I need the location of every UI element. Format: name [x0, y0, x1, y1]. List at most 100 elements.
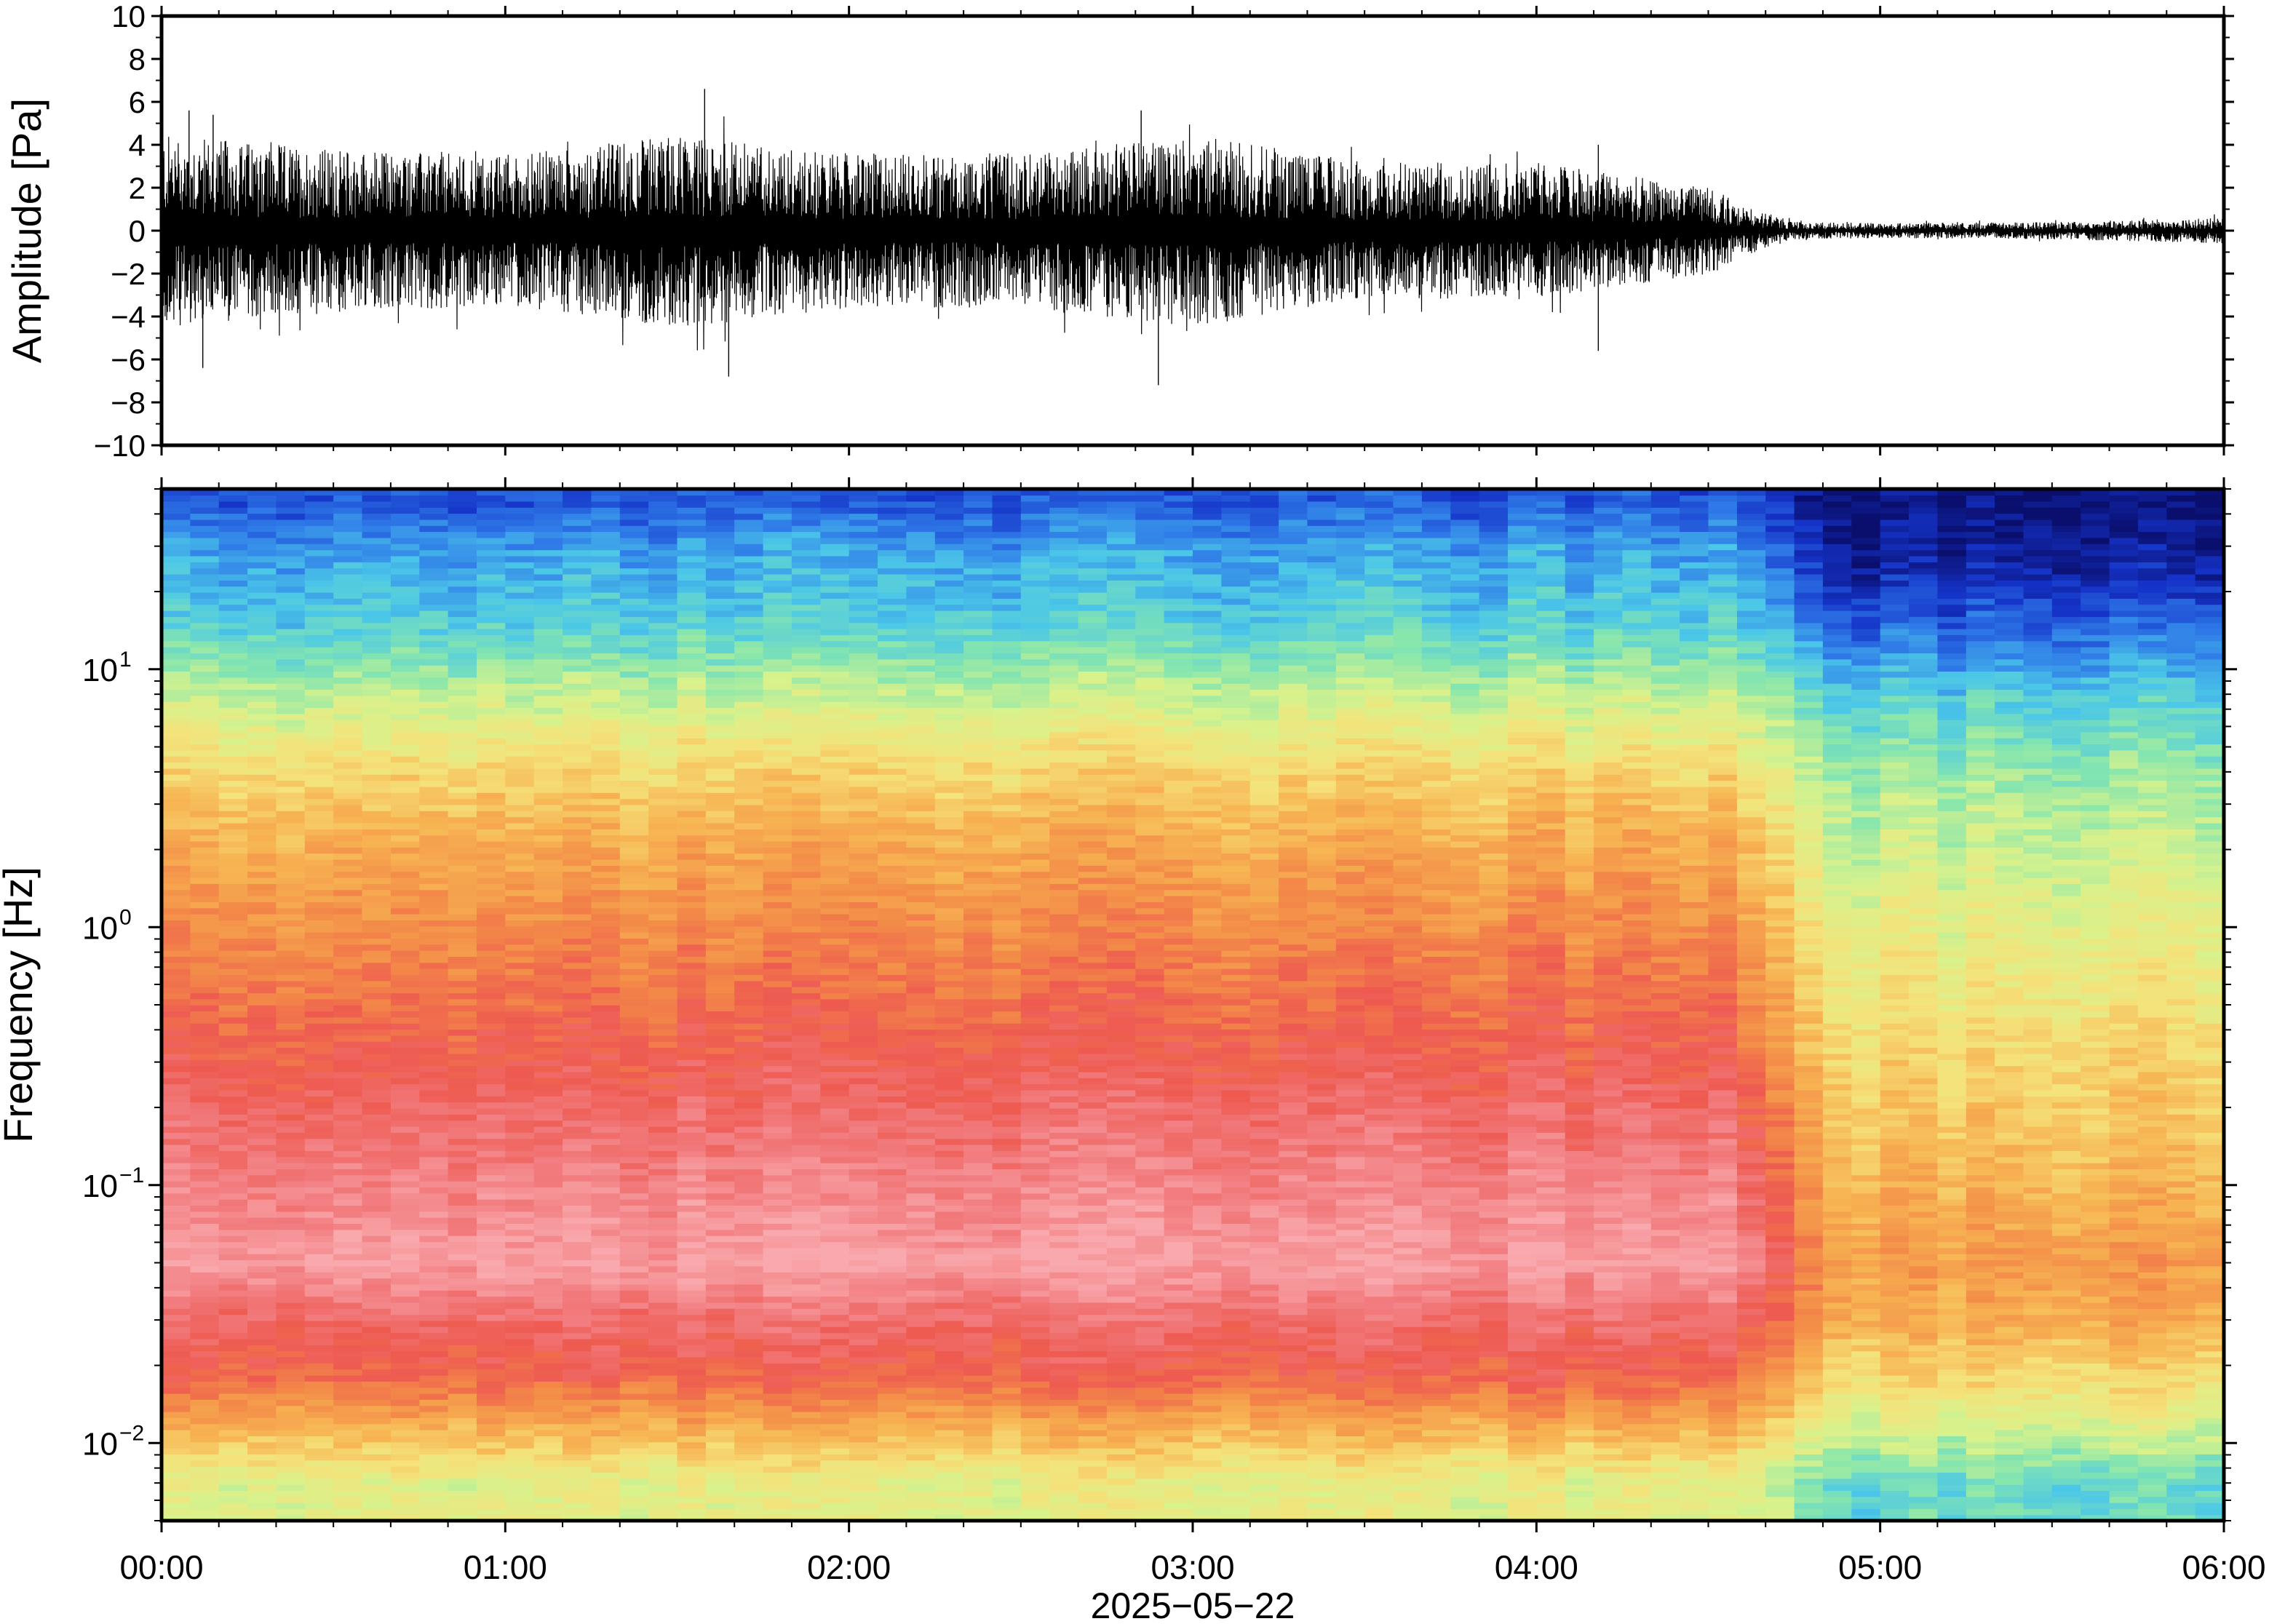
spectrogram-cell [477, 586, 506, 593]
spectrogram-cell [677, 1484, 707, 1492]
spectrogram-cell [734, 1314, 764, 1321]
spectrogram-cell [333, 1296, 363, 1303]
spectrogram-cell [763, 926, 792, 933]
spectrogram-cell [791, 1211, 822, 1218]
spectrogram-cell [563, 1417, 592, 1425]
spectrogram-cell [878, 829, 907, 836]
spectrogram-cell [419, 1502, 449, 1510]
spectrogram-cell [619, 1089, 649, 1096]
spectrogram-cell [563, 1089, 592, 1096]
spectrogram-cell [906, 1156, 936, 1163]
spectrogram-cell [849, 677, 878, 684]
spectrogram-cell [820, 1465, 850, 1473]
spectrogram-cell [390, 682, 421, 690]
spectrogram-cell [218, 1053, 248, 1060]
spectrogram-cell [162, 1496, 191, 1503]
spectrogram-cell [849, 1259, 878, 1267]
spectrogram-cell [906, 1089, 936, 1096]
spectrogram-cell [934, 713, 964, 720]
spectrogram-cell [705, 1205, 736, 1212]
spectrogram-cell [763, 1223, 792, 1230]
spectrogram-cell [362, 1302, 392, 1309]
spectrogram-cell [333, 744, 363, 751]
spectrogram-cell [304, 1035, 334, 1042]
spectrogram-cell [648, 1144, 678, 1151]
spectrogram-cell [591, 877, 621, 884]
spectrogram-cell [563, 555, 592, 562]
spectrogram-cell [362, 507, 392, 514]
spectrogram-cell [304, 1393, 334, 1400]
spectrogram-cell [878, 992, 907, 1000]
spectrogram-cell [563, 1229, 592, 1236]
spectrogram-cell [419, 1363, 449, 1370]
spectrogram-cell [505, 774, 535, 781]
spectrogram-cell [934, 944, 964, 951]
spectrogram-cell [963, 1254, 993, 1261]
spectrogram-cell [218, 1356, 248, 1364]
spectrogram-cell [820, 1235, 850, 1243]
spectrogram-cell [276, 1174, 306, 1182]
spectrogram-cell [934, 956, 964, 963]
spectrogram-cell [820, 816, 850, 824]
spectrogram-cell [362, 640, 392, 648]
spectrogram-cell [791, 835, 822, 842]
spectrogram-cell [162, 738, 191, 745]
spectrogram-cell [190, 1460, 220, 1467]
spectrogram-cell [390, 1235, 421, 1243]
spectrogram-cell [477, 1259, 506, 1267]
spectrogram-cell [563, 1411, 592, 1418]
spectrogram-cell [820, 1053, 850, 1060]
spectrogram-cell [276, 1265, 306, 1273]
spectrogram-cell [247, 1454, 277, 1461]
spectrogram-cell [934, 604, 964, 611]
spectrogram-cell [533, 1278, 563, 1285]
spectrogram-cell [677, 829, 707, 836]
spectrogram-cell [677, 1114, 707, 1121]
spectrogram-cell [247, 992, 277, 1000]
spectrogram-cell [648, 519, 678, 526]
spectrogram-cell [390, 1217, 421, 1224]
spectrogram-cell [763, 1508, 792, 1516]
spectrogram-cell [677, 1235, 707, 1243]
spectrogram-cell [505, 1005, 535, 1012]
spectrogram-cell [333, 1369, 363, 1376]
spectrogram-cell [276, 901, 306, 909]
spectrogram-cell [734, 901, 764, 909]
spectrogram-cell [533, 840, 563, 848]
spectrogram-cell [591, 1107, 621, 1115]
spectrogram-cell [619, 1345, 649, 1352]
spectrogram-cell [162, 1065, 191, 1072]
spectrogram-cell [619, 549, 649, 557]
spectrogram-cell [419, 1454, 449, 1461]
spectrogram-cell [533, 998, 563, 1006]
spectrogram-cell [448, 707, 477, 715]
spectrogram-cell [276, 1259, 306, 1267]
spectrogram-cell [619, 1005, 649, 1012]
spectrogram-cell [563, 568, 592, 575]
spectrogram-cell [533, 1132, 563, 1139]
spectrogram-cell [362, 1265, 392, 1273]
spectrogram-cell [934, 622, 964, 629]
spectrogram-cell [763, 695, 792, 702]
spectrogram-cell [190, 1229, 220, 1236]
spectrogram-cell [304, 1205, 334, 1212]
spectrogram-cell [362, 580, 392, 587]
spectrogram-cell [390, 901, 421, 909]
spectrogram-cell [505, 604, 535, 611]
spectrogram-cell [878, 1029, 907, 1036]
spectrogram-cell [791, 1356, 822, 1364]
spectrogram-cell [218, 1399, 248, 1406]
spectrogram-cell [190, 720, 220, 727]
spectrogram-cell [390, 1180, 421, 1187]
spectrogram-cell [591, 1393, 621, 1400]
spectrogram-cell [820, 568, 850, 575]
spectrogram-cell [505, 1193, 535, 1200]
spectrogram-cell [820, 1374, 850, 1382]
spectrogram-cell [849, 731, 878, 739]
spectrogram-cell [362, 762, 392, 769]
spectrogram-cell [563, 1041, 592, 1048]
spectrogram-cell [820, 1107, 850, 1115]
spectrogram-cell [190, 1454, 220, 1461]
spectrogram-cell [477, 1393, 506, 1400]
spectrogram-cell [218, 931, 248, 939]
